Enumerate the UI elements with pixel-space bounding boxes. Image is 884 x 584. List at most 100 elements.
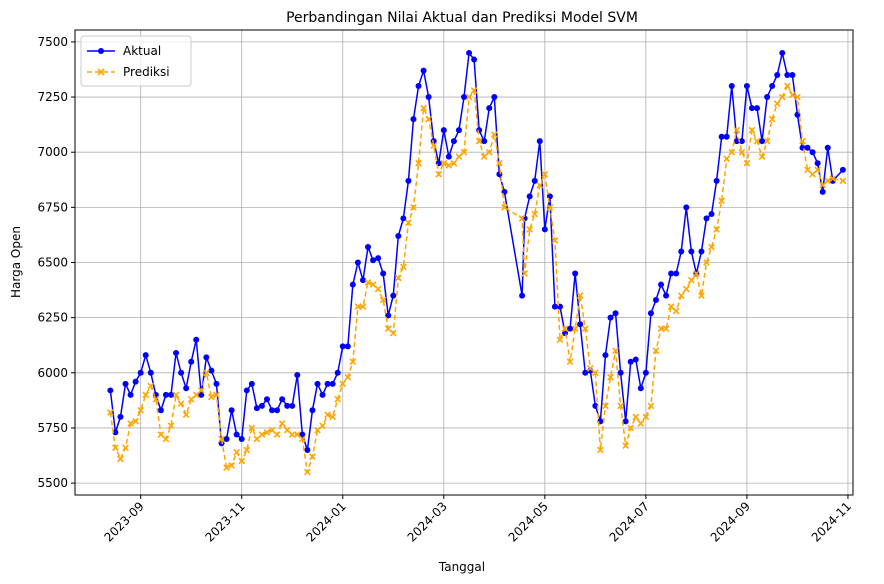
point-marker: [476, 127, 483, 134]
point-marker: [142, 352, 149, 359]
point-marker: [466, 49, 473, 56]
x-tick-label: 2023-09: [101, 499, 146, 544]
point-marker: [531, 210, 539, 218]
point-marker: [673, 270, 680, 277]
point-marker: [294, 372, 301, 378]
point-marker: [243, 446, 251, 454]
point-marker: [581, 325, 589, 333]
point-marker: [572, 270, 579, 277]
point-marker: [208, 367, 215, 374]
point-marker: [299, 431, 306, 438]
point-marker: [738, 148, 746, 156]
point-marker: [708, 243, 715, 251]
point-marker: [233, 431, 240, 438]
point-marker: [440, 159, 448, 167]
point-marker: [778, 93, 786, 101]
point-marker: [314, 380, 321, 387]
point-marker: [480, 153, 488, 160]
point-marker: [759, 138, 766, 145]
point-marker: [288, 431, 296, 438]
point-marker: [521, 270, 528, 277]
point-marker: [824, 144, 831, 151]
point-marker: [819, 188, 826, 195]
point-marker: [460, 148, 468, 156]
point-marker: [576, 292, 584, 299]
point-marker: [425, 115, 433, 123]
point-marker: [561, 325, 569, 333]
point-marker: [187, 395, 195, 403]
point-marker: [622, 442, 630, 449]
point-marker: [304, 468, 311, 476]
point-marker: [167, 391, 174, 398]
point-marker: [526, 226, 534, 233]
point-marker: [268, 426, 276, 434]
point-marker: [682, 285, 690, 293]
point-marker: [677, 292, 685, 299]
point-marker: [365, 244, 372, 251]
point-marker: [425, 94, 432, 101]
point-marker: [213, 391, 220, 399]
point-marker: [117, 455, 124, 463]
point-marker: [218, 435, 225, 443]
point-marker: [107, 387, 114, 394]
point-marker: [248, 424, 256, 432]
point-marker: [637, 420, 645, 427]
point-marker: [586, 365, 594, 372]
point-marker: [177, 400, 185, 408]
plot-frame: [74, 29, 854, 496]
point-marker: [794, 93, 801, 101]
point-marker: [607, 314, 614, 321]
point-marker: [369, 281, 377, 288]
point-marker: [567, 325, 574, 332]
y-tick-label: 7250: [37, 90, 68, 104]
point-marker: [829, 175, 837, 183]
point-marker: [551, 303, 558, 310]
point-marker: [784, 72, 791, 78]
point-marker: [380, 270, 387, 277]
point-marker: [278, 420, 286, 427]
point-marker: [183, 385, 190, 392]
point-marker: [465, 93, 473, 101]
point-marker: [228, 407, 235, 414]
point-marker: [223, 464, 230, 472]
point-marker: [178, 369, 185, 376]
point-marker: [668, 270, 675, 277]
point-marker: [284, 402, 291, 409]
point-marker: [167, 422, 175, 430]
point-marker: [223, 435, 230, 442]
point-marker: [455, 153, 463, 160]
point-marker: [658, 281, 665, 288]
point-marker: [475, 137, 483, 145]
point-marker: [501, 203, 508, 211]
point-marker: [518, 215, 526, 222]
point-marker: [364, 278, 372, 286]
point-marker: [304, 447, 311, 453]
point-marker: [617, 369, 624, 376]
point-marker: [420, 104, 427, 112]
point-marker: [273, 431, 281, 438]
point-marker: [248, 380, 255, 387]
y-tick-label: 6500: [37, 256, 68, 270]
point-marker: [349, 281, 356, 288]
point-marker: [703, 259, 710, 266]
point-marker: [718, 197, 726, 205]
point-marker: [582, 369, 589, 376]
point-marker: [238, 435, 245, 442]
point-marker: [112, 429, 119, 436]
point-marker: [758, 153, 766, 160]
point-marker: [197, 387, 205, 394]
point-marker: [203, 354, 210, 361]
legend-label: Aktual: [123, 44, 161, 58]
x-tick-label: 2023-11: [202, 499, 247, 544]
point-marker: [198, 391, 205, 398]
point-marker: [496, 171, 503, 178]
point-marker: [359, 303, 367, 310]
point-marker: [541, 170, 549, 178]
point-marker: [779, 49, 786, 56]
point-marker: [556, 336, 564, 344]
point-marker: [218, 440, 225, 447]
point-marker: [632, 356, 639, 363]
point-marker: [566, 358, 574, 366]
point-marker: [662, 325, 670, 333]
point-marker: [597, 446, 604, 454]
